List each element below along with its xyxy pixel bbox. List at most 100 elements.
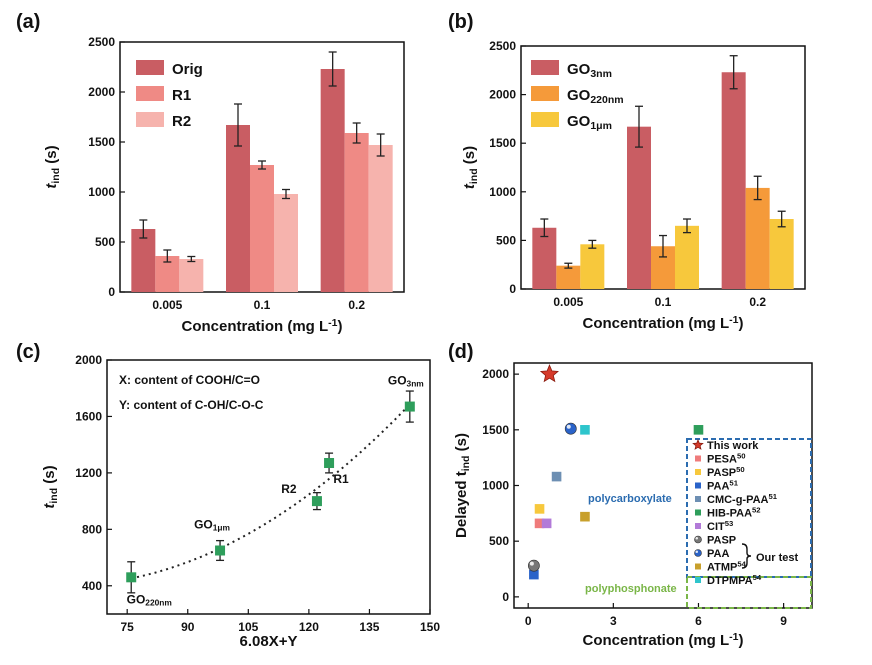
- sphere-highlight: [695, 537, 698, 540]
- y-tick-label: 2500: [489, 39, 516, 53]
- x-tick-label: 9: [780, 614, 787, 628]
- polyphosphonate-box: [686, 576, 812, 609]
- legend-entry: CMC-g-PAA51: [707, 492, 778, 506]
- legend-entry: R1: [172, 87, 191, 104]
- y-tick-label: 500: [496, 233, 516, 247]
- y-tick-label: 1200: [75, 466, 102, 480]
- legend-swatch: [136, 86, 164, 101]
- y-tick-label: 0: [108, 285, 115, 299]
- y-tick-label: 1000: [482, 479, 509, 493]
- x-tick-label: 0.2: [348, 298, 365, 312]
- data-point: [529, 569, 539, 580]
- error-bar: [234, 103, 242, 147]
- bar: [745, 187, 770, 289]
- legend-entry: PAA: [707, 548, 729, 560]
- panel-label: (a): [16, 11, 40, 33]
- legend-swatch: [136, 60, 164, 75]
- legend-swatch: [531, 86, 559, 101]
- x-tick-label: 0.005: [152, 298, 182, 312]
- data-point: [311, 496, 322, 507]
- error-bar: [187, 255, 196, 263]
- data-point: [551, 471, 562, 482]
- error-bar: [683, 218, 691, 234]
- y-axis-label: Delayed tind (s): [453, 433, 472, 538]
- sphere-highlight: [529, 561, 534, 566]
- y-axis-label: tind (s): [461, 146, 480, 189]
- legend-entry: PESA50: [707, 452, 746, 466]
- data-point: [215, 545, 226, 556]
- legend-entry: This work: [707, 440, 759, 452]
- data-point: [580, 511, 590, 522]
- x-axis-label: Concentration (mg L-1): [582, 631, 743, 649]
- legend-marker: [695, 455, 701, 462]
- x-tick-label: 120: [299, 620, 319, 634]
- data-point: [527, 559, 540, 572]
- annotation-y: Y: content of C-OH/C-O-C: [119, 398, 264, 412]
- legend-entry: HIB-PAA52: [707, 506, 761, 520]
- x-tick-label: 105: [238, 620, 258, 634]
- data-point: [534, 504, 545, 514]
- x-tick-label: 6: [695, 614, 702, 628]
- legend-marker: [695, 496, 701, 502]
- bar: [344, 133, 369, 292]
- legend-marker: [695, 509, 701, 516]
- data-point: [324, 458, 335, 469]
- bar: [769, 219, 794, 289]
- y-tick-label: 2000: [75, 353, 102, 367]
- data-point: [541, 518, 552, 529]
- y-tick-label: 1600: [75, 409, 102, 423]
- error-bar: [282, 188, 290, 200]
- x-tick-label: 3: [610, 614, 617, 628]
- legend-entry: GO1μm: [567, 113, 612, 132]
- annotation-x: X: content of COOH/C=O: [119, 373, 260, 387]
- data-point: [404, 401, 415, 412]
- data-point: [564, 422, 577, 435]
- error-bar: [588, 239, 597, 249]
- y-tick-label: 400: [82, 579, 102, 593]
- error-bar: [139, 219, 148, 239]
- data-point: [126, 572, 137, 583]
- x-axis-label: Concentration (mg L-1): [582, 314, 743, 332]
- x-tick-label: 0: [525, 614, 532, 628]
- legend-entry: PASP: [707, 535, 736, 547]
- y-tick-label: 0: [509, 282, 516, 296]
- point-label: GO3nm: [388, 374, 424, 389]
- legend-marker: [692, 438, 704, 450]
- our-test-brace: [741, 543, 752, 569]
- y-tick-label: 2500: [88, 35, 115, 49]
- x-tick-label: 0.005: [553, 295, 583, 309]
- y-tick-label: 1500: [88, 135, 115, 149]
- plot-frame: [513, 362, 813, 609]
- y-tick-label: 500: [489, 534, 509, 548]
- sphere-highlight: [695, 550, 698, 553]
- legend-marker: [695, 577, 701, 583]
- legend-entry: GO3nm: [567, 61, 612, 80]
- y-tick-label: 0: [502, 590, 509, 604]
- legend-marker: [695, 523, 701, 529]
- error-bar: [376, 133, 385, 157]
- bar: [627, 126, 651, 290]
- fit-curve: [130, 403, 411, 580]
- error-bar: [328, 51, 337, 87]
- y-tick-label: 800: [82, 522, 102, 536]
- bar: [274, 194, 298, 292]
- y-tick-label: 1000: [489, 185, 516, 199]
- legend-swatch: [531, 60, 559, 75]
- y-axis-label: tind (s): [41, 465, 60, 508]
- legend-marker: [695, 482, 701, 489]
- x-tick-label: 0.1: [655, 295, 672, 309]
- polyphosphonate-label: polyphosphonate: [585, 583, 677, 595]
- bar: [131, 229, 156, 292]
- legend-swatch: [136, 112, 164, 127]
- bar: [226, 125, 250, 292]
- legend-entry: GO220nm: [567, 87, 624, 106]
- polycarboxylate-label: polycarboxylate: [588, 493, 672, 505]
- bar: [721, 72, 746, 289]
- error-bar: [540, 218, 549, 238]
- plot-frame: [106, 359, 431, 615]
- y-axis-label: tind (s): [43, 145, 62, 188]
- point-label: R1: [333, 472, 349, 486]
- bar: [675, 225, 699, 289]
- data-point: [539, 364, 559, 383]
